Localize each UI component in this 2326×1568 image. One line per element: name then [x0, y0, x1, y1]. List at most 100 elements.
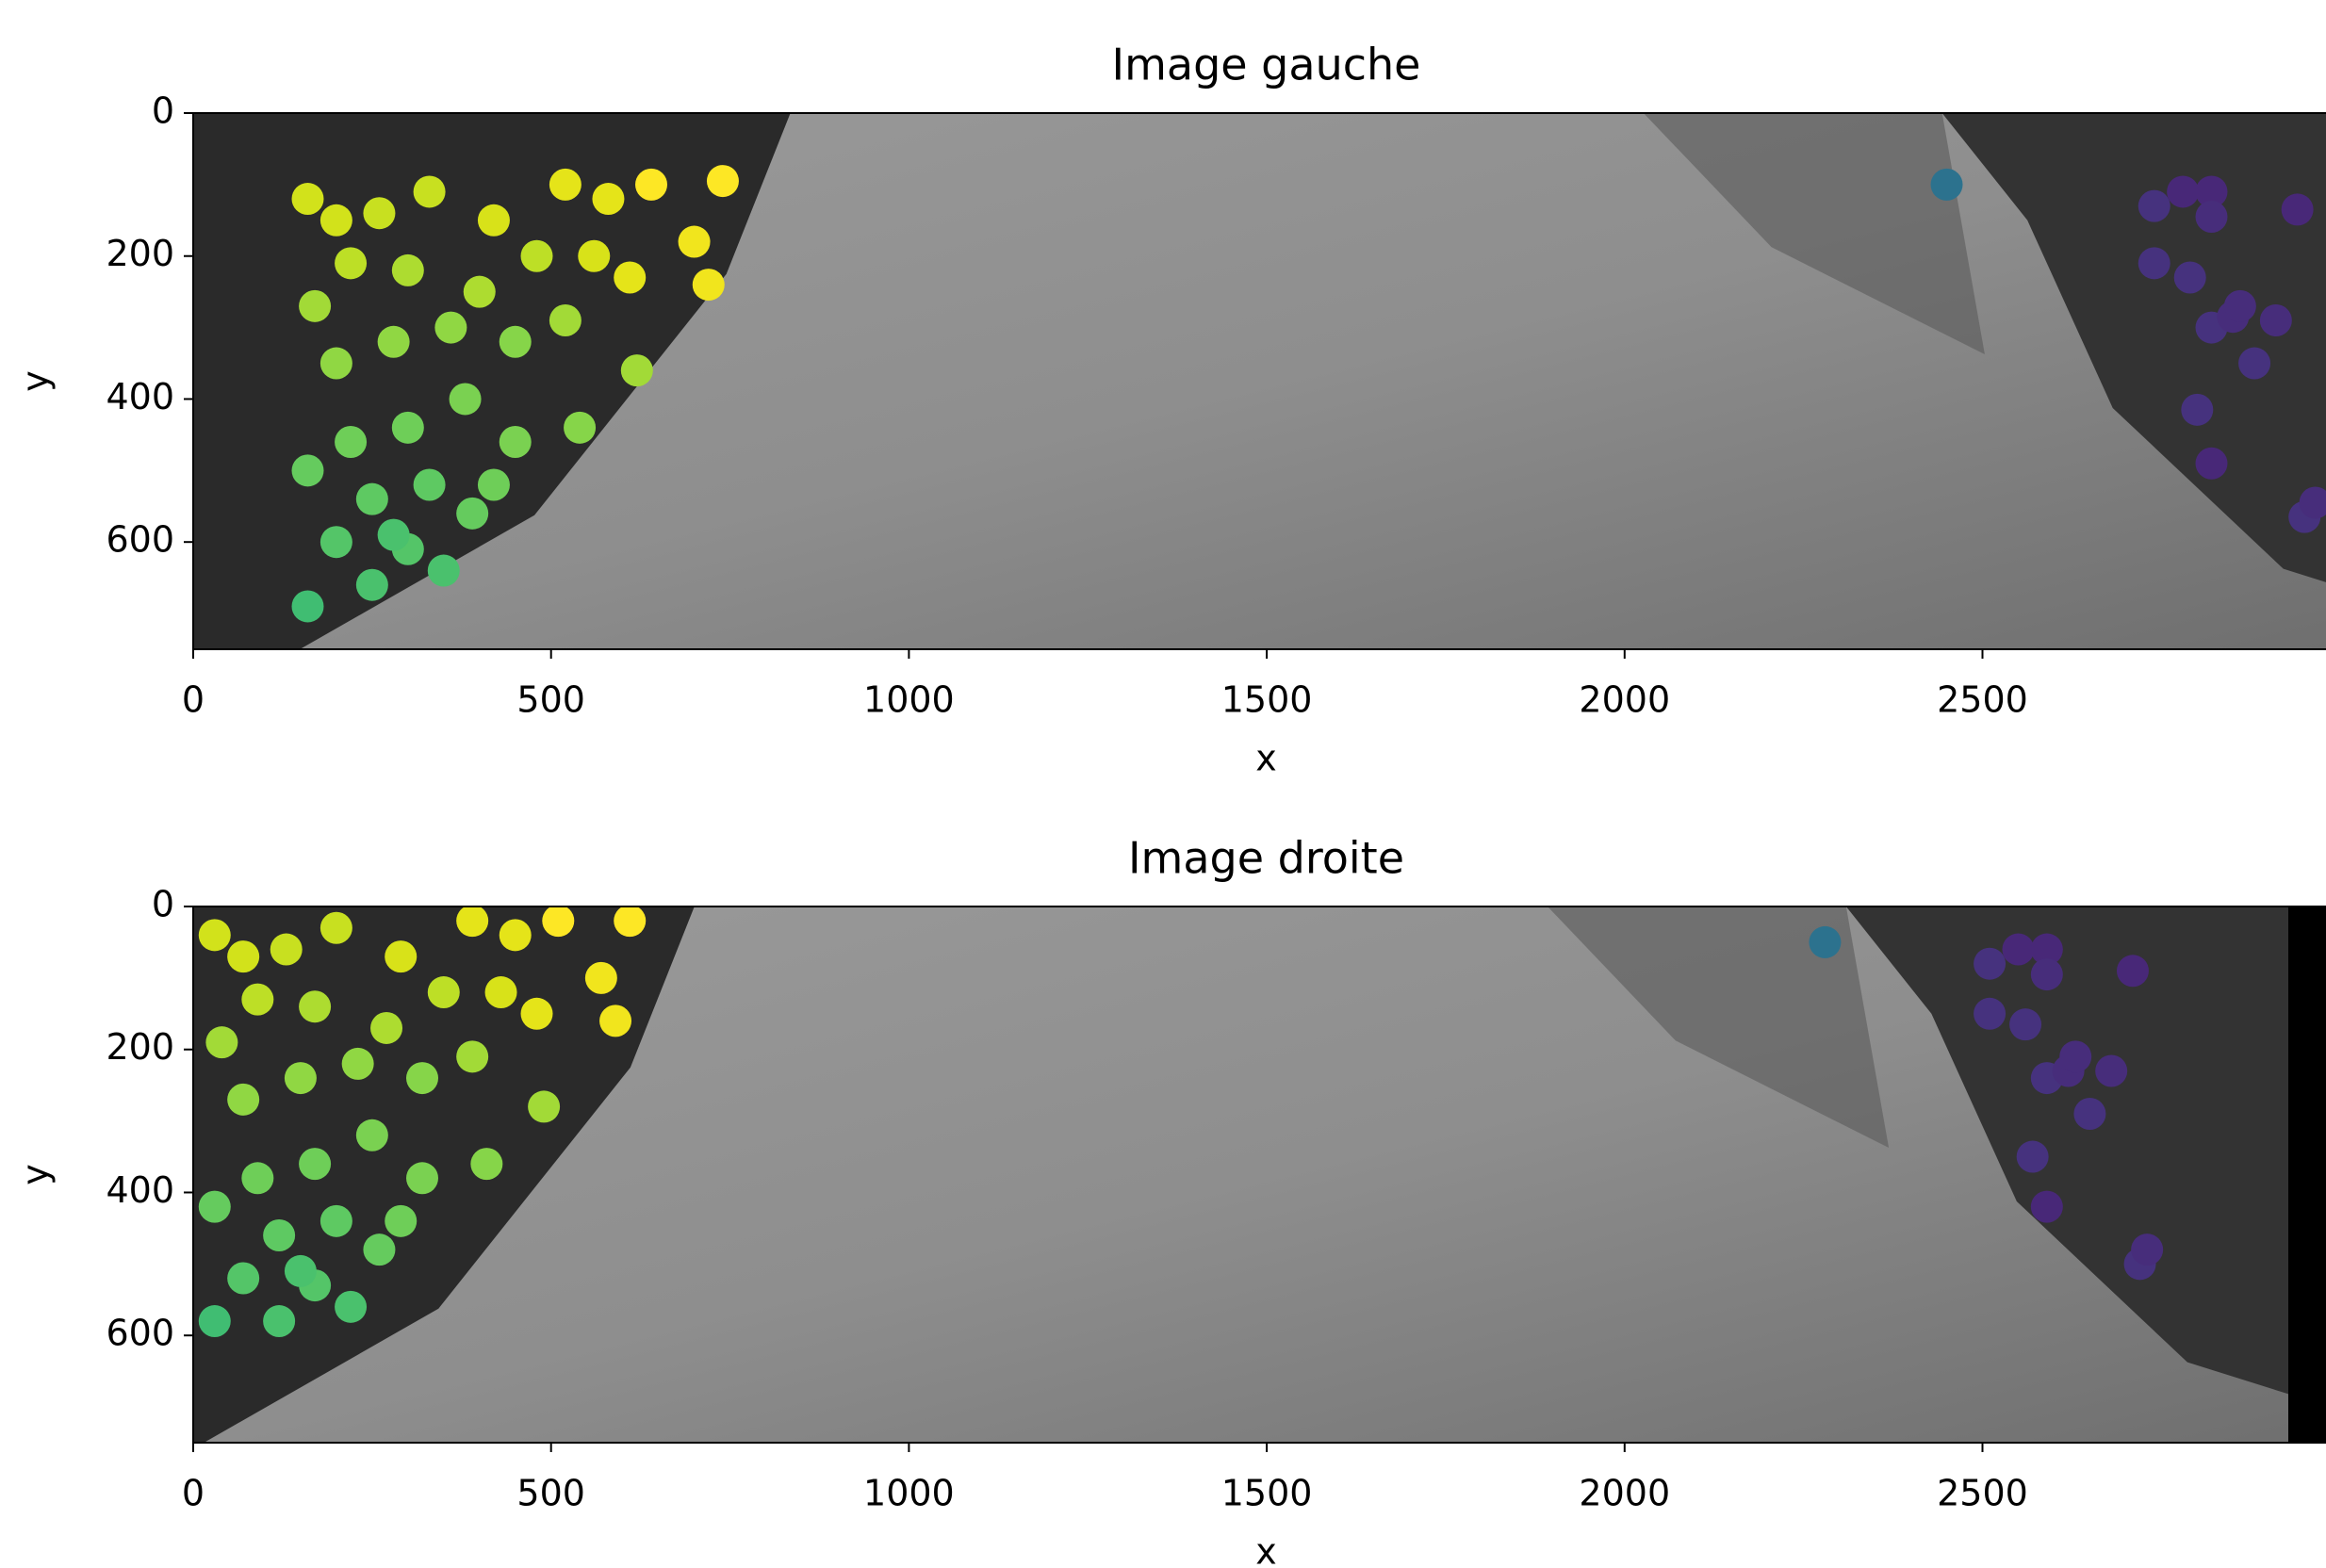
- y-tick-label: 600: [106, 519, 174, 561]
- y-tick-label: 0: [152, 90, 174, 132]
- point: [585, 962, 617, 994]
- point: [549, 304, 582, 336]
- point: [263, 1305, 295, 1337]
- point: [378, 326, 410, 358]
- point: [285, 1255, 317, 1287]
- point: [2009, 1008, 2041, 1040]
- point: [414, 469, 446, 501]
- point: [478, 469, 510, 501]
- point: [2224, 290, 2256, 322]
- point: [2017, 1141, 2049, 1173]
- point: [621, 354, 653, 386]
- point: [320, 526, 352, 558]
- plot-area: [0, 113, 2326, 649]
- point: [693, 269, 725, 301]
- point: [335, 1291, 367, 1323]
- point: [335, 426, 367, 458]
- plot-area: [0, 905, 2326, 1443]
- x-axis-label: x: [1255, 738, 1277, 779]
- point: [299, 1148, 331, 1180]
- point: [2195, 201, 2227, 233]
- point: [335, 247, 367, 279]
- point: [285, 1062, 317, 1094]
- point: [470, 1148, 502, 1180]
- point: [227, 940, 259, 972]
- point: [356, 569, 388, 601]
- point: [428, 976, 460, 1008]
- point: [500, 919, 532, 951]
- point: [592, 183, 624, 215]
- point: [2174, 261, 2206, 293]
- point: [2002, 934, 2034, 966]
- point: [542, 905, 574, 937]
- point: [500, 426, 532, 458]
- point: [549, 169, 582, 201]
- point: [356, 483, 388, 515]
- point: [456, 905, 488, 937]
- point: [2031, 958, 2063, 990]
- y-tick-label: 600: [106, 1313, 174, 1354]
- point: [2131, 1233, 2163, 1266]
- point: [414, 175, 446, 207]
- point: [320, 204, 352, 237]
- x-tick-label: 1000: [863, 679, 955, 721]
- point: [241, 984, 273, 1016]
- point: [478, 204, 510, 237]
- y-tick-label: 400: [106, 1169, 174, 1211]
- point: [500, 326, 532, 358]
- page: {"chart_data": [ {"type": "scatter", "ti…: [0, 0, 2326, 1568]
- point: [464, 276, 496, 308]
- x-tick-label: 2000: [1579, 679, 1670, 721]
- x-tick-label: 2500: [1937, 1473, 2028, 1514]
- chart-title: Image gauche: [1112, 40, 1421, 90]
- point: [227, 1263, 259, 1295]
- point: [342, 1048, 374, 1080]
- y-tick-label: 400: [106, 376, 174, 417]
- point: [299, 990, 331, 1022]
- point: [292, 183, 324, 215]
- point: [199, 1305, 231, 1337]
- point: [299, 290, 331, 322]
- point: [614, 261, 646, 293]
- point: [363, 1233, 395, 1266]
- point: [363, 197, 395, 229]
- point: [599, 1004, 631, 1037]
- point: [521, 998, 553, 1030]
- point: [450, 383, 482, 415]
- point: [2073, 1098, 2105, 1130]
- point: [2059, 1040, 2091, 1072]
- point: [2138, 247, 2170, 279]
- point: [241, 1162, 273, 1194]
- point: [2138, 190, 2170, 222]
- point: [199, 1191, 231, 1223]
- point: [1931, 169, 1963, 201]
- point: [356, 1119, 388, 1152]
- chart-title: Image droite: [1128, 833, 1404, 884]
- point: [406, 1062, 438, 1094]
- point: [456, 1040, 488, 1072]
- point: [2195, 448, 2227, 480]
- x-axis-label: x: [1255, 1531, 1277, 1568]
- point: [292, 590, 324, 622]
- point: [385, 940, 417, 972]
- y-axis-label: y: [15, 1164, 57, 1185]
- point: [614, 905, 646, 937]
- point: [679, 226, 711, 258]
- point: [2282, 193, 2314, 225]
- point: [528, 1090, 560, 1122]
- point: [320, 1205, 352, 1237]
- point: [392, 254, 424, 286]
- x-tick-label: 2000: [1579, 1473, 1670, 1514]
- point: [2181, 394, 2213, 426]
- point: [707, 165, 739, 197]
- x-tick-label: 0: [182, 1473, 205, 1514]
- photo-border: [2288, 906, 2326, 1443]
- point: [2260, 304, 2292, 336]
- point: [2095, 1054, 2127, 1086]
- point: [392, 412, 424, 444]
- point: [485, 976, 517, 1008]
- point: [199, 919, 231, 951]
- point: [635, 169, 667, 201]
- x-tick-label: 500: [516, 679, 585, 721]
- y-tick-label: 0: [152, 884, 174, 925]
